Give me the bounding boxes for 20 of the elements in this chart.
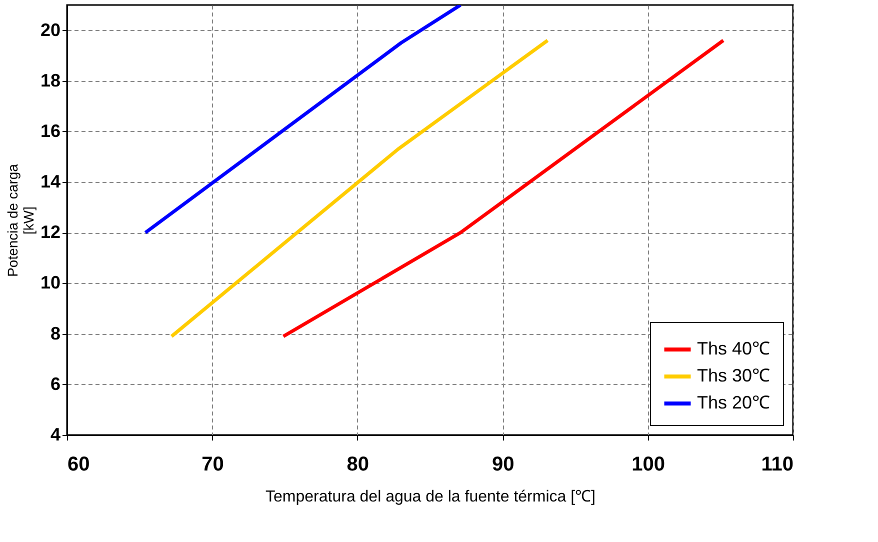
y-tick-label: 4 — [50, 424, 60, 444]
y-tick-label: 12 — [40, 222, 60, 242]
x-tick-label: 110 — [761, 454, 794, 476]
x-tick-label: 60 — [68, 454, 90, 476]
y-tick-label: 16 — [40, 120, 60, 141]
y-tick-label: 10 — [40, 272, 60, 293]
x-tick-label: 80 — [346, 454, 370, 476]
legend-label: Ths 20℃ — [697, 392, 770, 412]
y-tick-label: 14 — [40, 172, 60, 192]
legend-label: Ths 30℃ — [697, 366, 770, 386]
y-tick-label: 6 — [50, 374, 60, 394]
y-axis-title: Potencia de carga [kW] — [4, 164, 36, 277]
legend-label: Ths 40℃ — [697, 338, 770, 358]
x-tick-label: 100 — [632, 454, 665, 476]
y-tick-label: 18 — [40, 70, 60, 90]
x-axis-title: Temperatura del agua de la fuente térmica [℃] — [266, 488, 596, 506]
x-tick-label: 90 — [492, 454, 514, 476]
y-tick-label: 20 — [40, 20, 60, 40]
x-tick-label: 70 — [202, 454, 224, 476]
y-tick-label: 8 — [50, 323, 60, 344]
